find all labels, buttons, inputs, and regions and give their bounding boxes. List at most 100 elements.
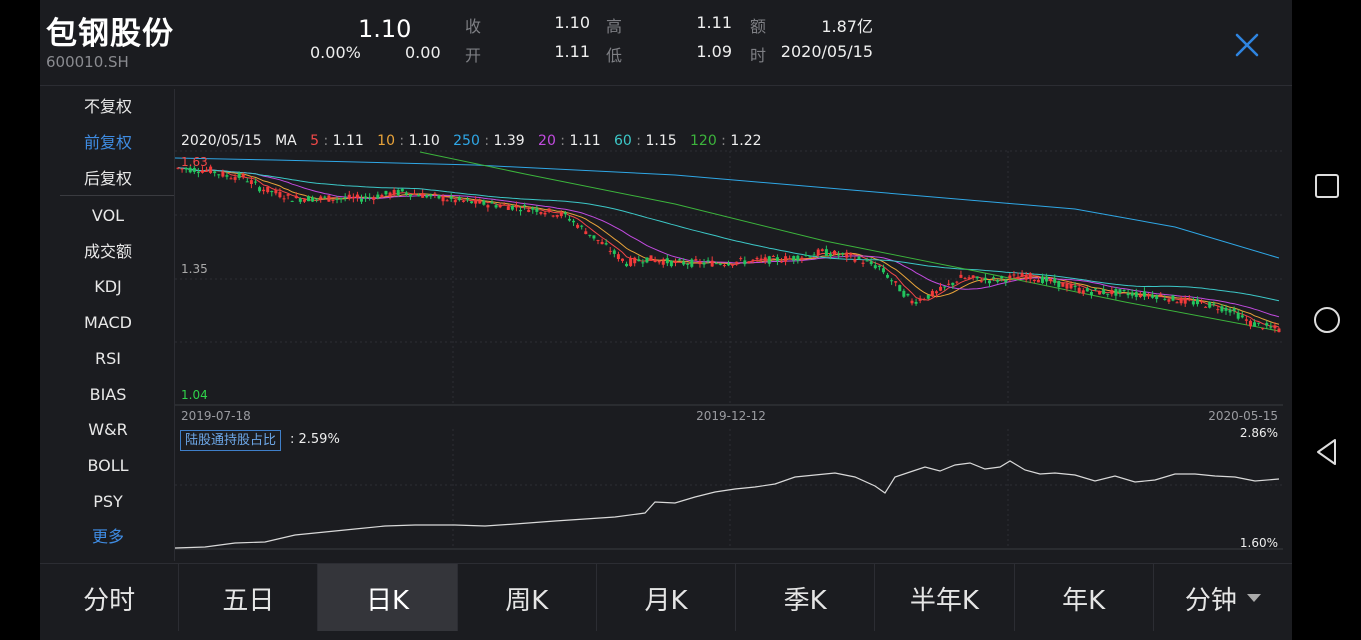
candle-body [755,257,759,260]
tab-minute[interactable]: 分钟 [1154,564,1292,632]
candle-body [669,260,673,267]
candle-body [820,249,824,251]
legend-ma250-period: 250 [453,133,480,149]
candle-body [796,255,800,261]
candle-body [563,212,567,215]
holding-ratio-min: 1.60% [1239,536,1278,550]
candle-body [567,218,571,221]
close-icon[interactable] [1232,30,1262,60]
candle-body [360,198,363,202]
candle-body [1020,273,1024,277]
kline-chart-area[interactable]: 2020/05/15 MA 5 : 1.11 10 : 1.10 250 : 1… [174,89,1292,561]
candle-body [804,254,808,256]
holding-ratio-value: : 2.59% [290,432,340,447]
candle-body [482,200,486,205]
candle-body [413,193,417,195]
tab-intraday[interactable]: 分时 [40,564,180,632]
candle-body [1114,289,1118,296]
candle-body [498,205,502,208]
candle-body [1171,295,1175,301]
candle-body [1224,307,1228,311]
candle-body [1277,328,1281,333]
recent-apps-icon[interactable] [1312,171,1342,201]
candle-body [217,174,221,176]
menu-rsi[interactable]: RSI [95,349,121,368]
candle-body [939,286,943,291]
candle-body [612,250,616,254]
candle-body [355,194,359,199]
quote-value-open: 1.11 [554,42,590,61]
candle-body [1049,278,1053,282]
candle-body [1265,323,1269,326]
candle-body [678,259,682,261]
quote-label-close: 收 [465,17,482,36]
menu-turnover[interactable]: 成交额 [83,242,132,261]
x-label-start: 2019-07-18 [181,409,251,423]
change-amount: 0.00 [405,43,441,62]
quote-label-high: 高 [606,17,623,36]
candle-body [1122,289,1126,292]
menu-macd[interactable]: MACD [84,313,132,332]
menu-kdj[interactable]: KDJ [94,277,122,296]
candle-body [580,225,584,227]
home-icon[interactable] [1312,305,1342,335]
candle-body [510,205,514,210]
menu-more[interactable]: 更多 [91,527,124,546]
candle-body [1208,301,1212,308]
candle-body [221,171,225,177]
candle-body [486,205,490,208]
menu-forward-adjust[interactable]: 前复权 [83,133,132,152]
candle-body [673,260,677,263]
candle-body [290,200,294,202]
chevron-down-icon [1246,594,1261,602]
tab-weekly-k[interactable]: 周K [458,564,597,632]
quote-value-time: 2020/05/15 [780,42,873,61]
candle-body [584,231,588,235]
change-percent: 0.00% [310,43,361,62]
back-icon[interactable] [1312,437,1342,467]
tab-daily-k[interactable]: 日K [318,564,458,632]
tab-five-day[interactable]: 五日 [179,564,319,632]
legend-ma5-value: 1.11 [332,133,364,149]
period-tabs: 分时 五日 日K 周K 月K 季K 半年K 年K 分钟 [40,563,1292,632]
ma250-line [175,157,1280,259]
menu-wr[interactable]: W&R [88,420,128,439]
candle-body [1212,303,1216,305]
tab-monthly-k[interactable]: 月K [597,564,737,632]
candle-body [959,274,963,278]
tab-quarterly-k[interactable]: 季K [736,564,876,632]
candle-body [1134,292,1138,297]
tab-label: 分时 [83,585,136,616]
menu-backward-adjust[interactable]: 后复权 [83,169,132,188]
candle-body [710,260,714,267]
tab-label: 月K [644,585,688,616]
tab-yearly-k[interactable]: 年K [1015,564,1154,632]
menu-psy[interactable]: PSY [93,492,123,511]
candle-body [474,199,478,204]
candle-body [653,259,657,262]
candle-body [323,196,327,198]
holding-ratio-tag[interactable]: 陆股通持股占比 [180,430,282,451]
system-nav-bar [1292,0,1361,640]
candle-body [914,301,918,304]
menu-bias[interactable]: BIAS [89,385,127,404]
candle-body [869,261,873,265]
candle-body [1008,275,1012,279]
candle-body [417,195,421,197]
candle-body [943,286,947,288]
candle-body [302,199,306,202]
candle-body [457,197,461,201]
menu-boll[interactable]: BOLL [87,456,129,475]
menu-vol[interactable]: VOL [91,206,125,225]
candle-body [792,256,796,261]
candle-body [225,175,229,177]
candle-body [588,234,592,236]
candle-body [604,243,608,245]
menu-no-adjust[interactable]: 不复权 [83,97,132,116]
candle-body [298,198,302,202]
legend-ma10-value: 1.10 [408,133,440,149]
candle-body [523,205,527,207]
tab-half-year-k[interactable]: 半年K [875,564,1015,632]
candle-body [1142,291,1146,297]
candle-body [902,290,906,297]
